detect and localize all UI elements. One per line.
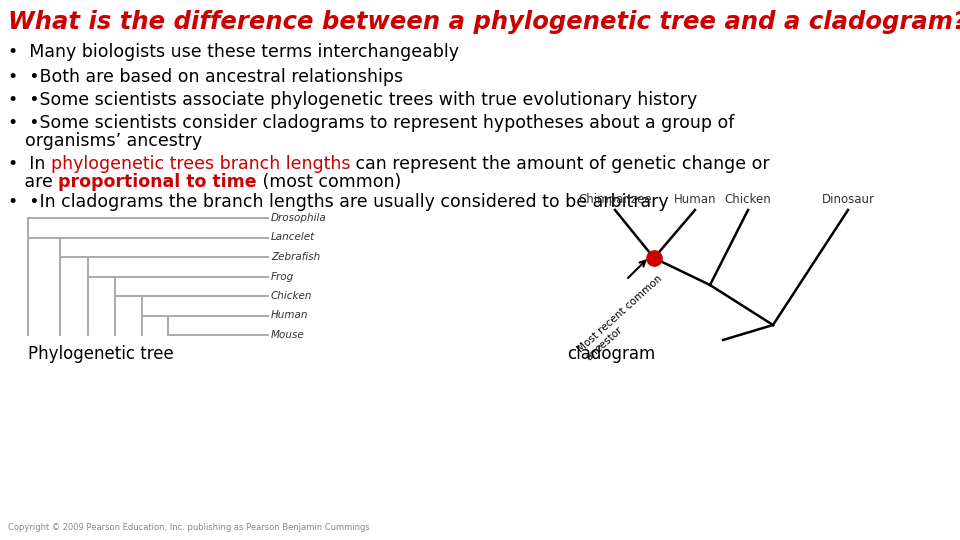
Text: Mouse: Mouse [271, 330, 304, 340]
Text: What is the difference between a phylogenetic tree and a cladogram?: What is the difference between a phyloge… [8, 10, 960, 34]
Text: Copyright © 2009 Pearson Education, Inc. publishing as Pearson Benjamin Cummings: Copyright © 2009 Pearson Education, Inc.… [8, 523, 370, 532]
Text: Human: Human [674, 193, 716, 206]
Text: Dinosaur: Dinosaur [822, 193, 875, 206]
Text: •  In: • In [8, 155, 51, 173]
Text: Chicken: Chicken [725, 193, 772, 206]
Text: Chicken: Chicken [271, 291, 313, 301]
Text: phylogenetic trees branch lengths: phylogenetic trees branch lengths [51, 155, 350, 173]
Text: Human: Human [271, 310, 308, 321]
Text: (most common): (most common) [257, 173, 401, 191]
Text: •  •Some scientists associate phylogenetic trees with true evolutionary history: • •Some scientists associate phylogeneti… [8, 91, 697, 109]
Text: Frog: Frog [271, 272, 295, 281]
Text: •  •Some scientists consider cladograms to represent hypotheses about a group of: • •Some scientists consider cladograms t… [8, 114, 734, 132]
Text: Zebrafish: Zebrafish [271, 252, 321, 262]
Text: Lancelet: Lancelet [271, 233, 315, 242]
Text: cladogram: cladogram [567, 345, 656, 363]
Text: Drosophila: Drosophila [271, 213, 326, 223]
Text: •  Many biologists use these terms interchangeably: • Many biologists use these terms interc… [8, 43, 459, 61]
Text: proportional to time: proportional to time [59, 173, 257, 191]
Text: •  •In cladograms the branch lengths are usually considered to be arbitrary: • •In cladograms the branch lengths are … [8, 193, 668, 211]
Text: Chimpanzee: Chimpanzee [578, 193, 652, 206]
Text: are: are [8, 173, 59, 191]
Text: Phylogenetic tree: Phylogenetic tree [28, 345, 174, 363]
Text: Most recent common
ancestor: Most recent common ancestor [576, 273, 672, 363]
Text: •  •Both are based on ancestral relationships: • •Both are based on ancestral relations… [8, 68, 403, 86]
Text: organisms’ ancestry: organisms’ ancestry [25, 132, 203, 150]
Text: can represent the amount of genetic change or: can represent the amount of genetic chan… [350, 155, 770, 173]
